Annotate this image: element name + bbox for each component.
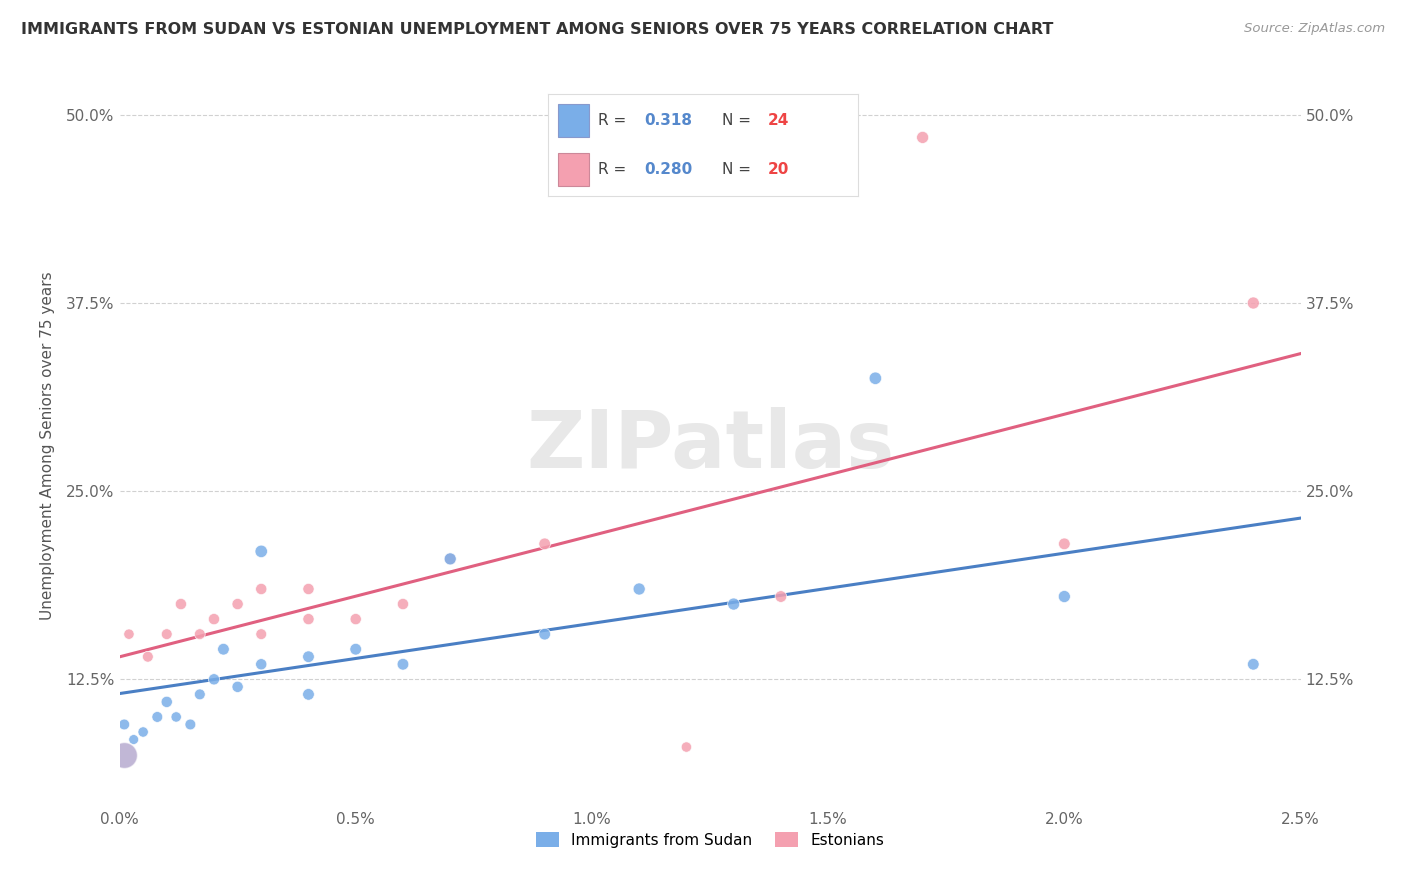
Point (112, 717, 135, 731)
Text: 24: 24 (768, 112, 789, 128)
Point (1053, 537, 1076, 551)
Text: IMMIGRANTS FROM SUDAN VS ESTONIAN UNEMPLOYMENT AMONG SENIORS OVER 75 YEARS CORRE: IMMIGRANTS FROM SUDAN VS ESTONIAN UNEMPL… (21, 22, 1053, 37)
Point (439, 552, 461, 566)
Point (297, 649, 319, 664)
Point (439, 552, 461, 566)
Point (202, 673, 225, 687)
Point (250, 582, 273, 596)
Point (212, 642, 235, 657)
Point (202, 612, 225, 626)
Point (533, 537, 555, 551)
Point (723, 597, 745, 611)
Point (1241, 657, 1264, 672)
Point (122, 732, 145, 747)
Point (297, 612, 319, 626)
Point (132, 725, 155, 739)
Point (136, 649, 159, 664)
Point (170, 597, 193, 611)
Point (226, 680, 249, 694)
Point (156, 627, 179, 641)
Point (533, 627, 555, 641)
Point (1241, 296, 1264, 310)
Y-axis label: Unemployment Among Seniors over 75 years: Unemployment Among Seniors over 75 years (39, 272, 55, 620)
FancyBboxPatch shape (558, 104, 589, 136)
Point (1053, 590, 1076, 604)
FancyBboxPatch shape (558, 153, 589, 186)
Text: 0.280: 0.280 (644, 162, 693, 178)
Point (250, 627, 273, 641)
Point (628, 582, 651, 596)
Legend: Immigrants from Sudan, Estonians: Immigrants from Sudan, Estonians (530, 826, 890, 854)
Text: N =: N = (721, 112, 755, 128)
Text: 0.318: 0.318 (644, 112, 692, 128)
Point (392, 657, 415, 672)
Point (344, 642, 367, 657)
Point (250, 657, 273, 672)
Text: N =: N = (721, 162, 755, 178)
Point (188, 627, 211, 641)
Point (297, 582, 319, 596)
Point (226, 597, 249, 611)
Point (112, 747, 135, 762)
Point (118, 627, 141, 641)
Text: 20: 20 (768, 162, 789, 178)
Text: R =: R = (598, 162, 631, 178)
Point (188, 687, 211, 701)
Text: Source: ZipAtlas.com: Source: ZipAtlas.com (1244, 22, 1385, 36)
Text: ZIPatlas: ZIPatlas (526, 407, 894, 485)
Point (392, 597, 415, 611)
Point (179, 717, 201, 731)
Text: R =: R = (598, 112, 631, 128)
Point (297, 687, 319, 701)
Point (769, 590, 792, 604)
Point (911, 130, 934, 145)
Point (156, 695, 179, 709)
Point (675, 740, 697, 755)
Point (146, 710, 169, 724)
Point (865, 371, 887, 385)
Point (165, 710, 187, 724)
Point (250, 544, 273, 558)
Point (344, 612, 367, 626)
